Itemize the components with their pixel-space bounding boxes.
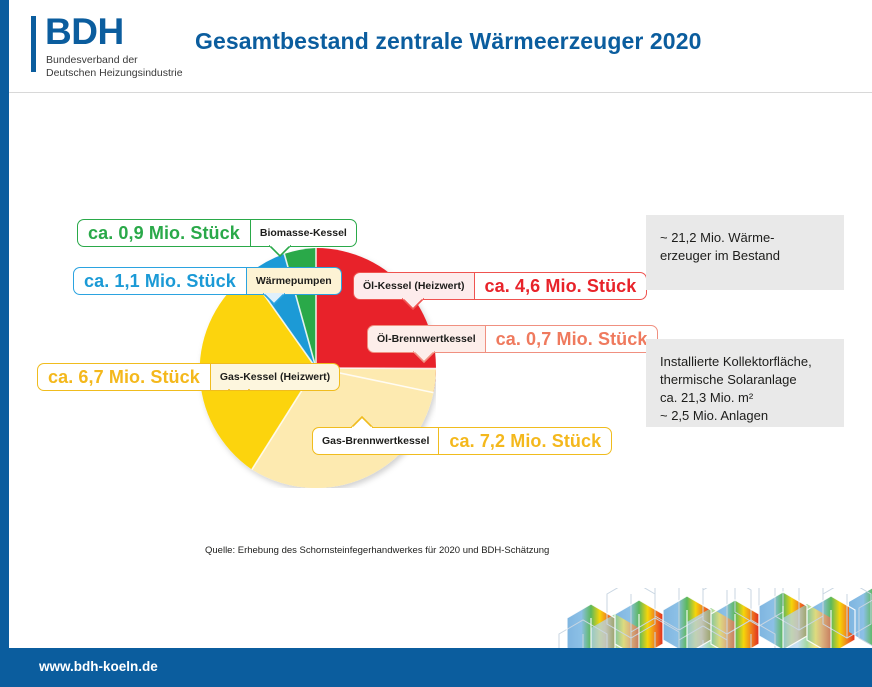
callout-value-biomasse: ca. 0,9 Mio. Stück: [77, 219, 250, 247]
info-line: ~ 2,5 Mio. Anlagen: [660, 408, 769, 423]
callout-label-waermepumpen: Wärmepumpen: [245, 267, 342, 295]
callout-biomasse-kessel[interactable]: ca. 0,9 Mio. Stück Biomasse-Kessel: [77, 219, 357, 257]
header: BDH Bundesverband der Deutschen Heizungs…: [9, 0, 872, 93]
callout-label-gas-brennwert: Gas-Brennwertkessel: [312, 427, 439, 455]
info-line: erzeuger im Bestand: [660, 248, 780, 263]
callout-value-waermepumpen: ca. 1,1 Mio. Stück: [73, 267, 246, 295]
footer-bar: www.bdh-koeln.de: [9, 648, 872, 687]
bdh-logo: BDH Bundesverband der Deutschen Heizungs…: [31, 11, 191, 79]
footer-website-link[interactable]: www.bdh-koeln.de: [39, 659, 158, 674]
callout-gas-kessel[interactable]: ca. 6,7 Mio. Stück Gas-Kessel (Heizwert): [37, 363, 341, 391]
callout-value-gas-kessel: ca. 6,7 Mio. Stück: [37, 363, 210, 391]
callout-tail-oel-brennwert: [413, 351, 435, 363]
callout-tail-gas-kessel: [228, 389, 250, 400]
logo-subtitle: Bundesverband der Deutschen Heizungsindu…: [46, 54, 183, 79]
logo-accent-bar: [31, 16, 36, 72]
info-box-solar: Installierte Kollektorfläche, thermische…: [646, 339, 844, 427]
callout-waermepumpen[interactable]: ca. 1,1 Mio. Stück Wärmepumpen: [73, 267, 342, 305]
callout-label-biomasse: Biomasse-Kessel: [249, 219, 357, 247]
info-line: ~ 21,2 Mio. Wärme-: [660, 230, 775, 245]
callout-oel-kessel[interactable]: Öl-Kessel (Heizwert) ca. 4,6 Mio. Stück: [353, 272, 648, 310]
logo-wordmark: BDH: [45, 11, 124, 52]
info-box-bestand: ~ 21,2 Mio. Wärme- erzeuger im Bestand: [646, 215, 844, 290]
callout-value-oel-kessel: ca. 4,6 Mio. Stück: [473, 272, 648, 300]
callout-value-oel-brennwert: ca. 0,7 Mio. Stück: [484, 325, 659, 353]
decorative-cube-pattern: [549, 588, 872, 648]
callout-label-gas-kessel: Gas-Kessel (Heizwert): [209, 363, 341, 391]
callout-label-oel-brennwert: Öl-Brennwertkessel: [367, 325, 485, 353]
callout-gas-brennwertkessel[interactable]: Gas-Brennwertkessel ca. 7,2 Mio. Stück: [312, 416, 613, 455]
header-divider: [9, 92, 872, 93]
callout-tail-biomasse: [269, 245, 291, 257]
page-title: Gesamtbestand zentrale Wärmeerzeuger 202…: [195, 28, 702, 54]
source-note: Quelle: Erhebung des Schornsteinfegerhan…: [205, 545, 550, 556]
callout-tail-waermepumpen: [263, 293, 285, 305]
cube-pattern-svg: [558, 588, 872, 648]
pie-slice-oel-kessel: [316, 248, 436, 393]
callout-tail-gas-brennwert: [351, 416, 373, 428]
callout-value-gas-brennwert: ca. 7,2 Mio. Stück: [438, 427, 613, 455]
info-line: thermische Solaranlage: [660, 372, 797, 387]
info-line: ca. 21,3 Mio. m²: [660, 390, 754, 405]
callout-label-oel-kessel: Öl-Kessel (Heizwert): [353, 272, 474, 300]
callout-oel-brennwertkessel[interactable]: Öl-Brennwertkessel ca. 0,7 Mio. Stück: [367, 325, 659, 363]
callout-tail-oel-kessel: [402, 298, 424, 310]
info-line: Installierte Kollektorfläche,: [660, 354, 812, 369]
